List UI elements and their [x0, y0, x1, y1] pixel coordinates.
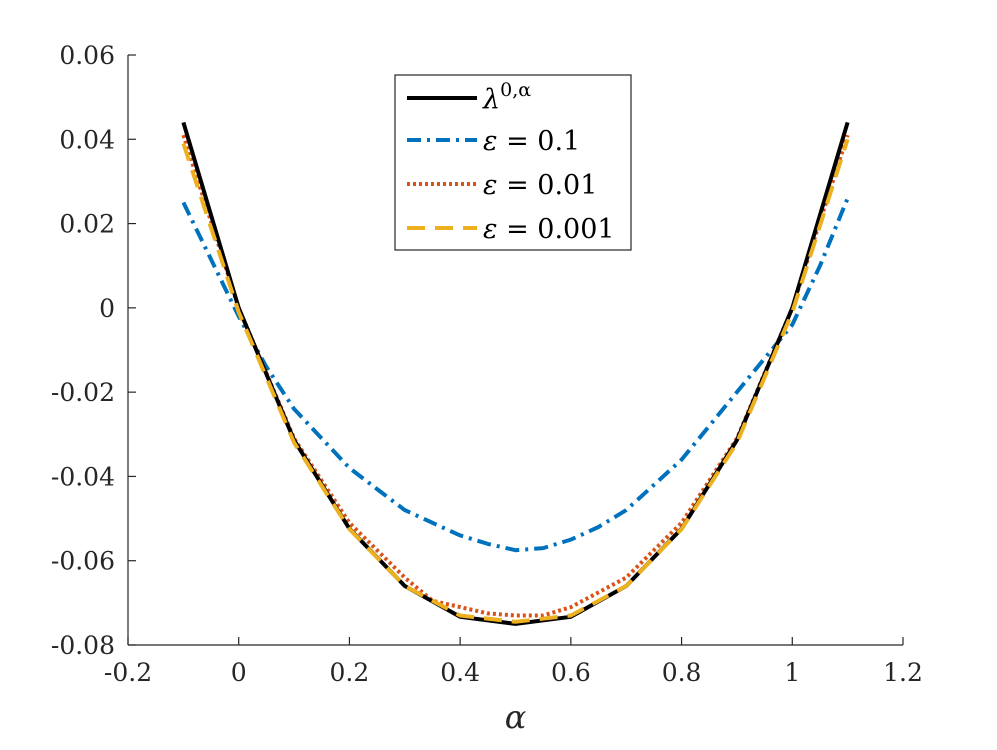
legend-symbol: ε: [483, 126, 498, 157]
legend-value: = 0.01: [498, 170, 598, 201]
legend-symbol: ε: [483, 170, 498, 201]
y-tick-label: 0: [99, 294, 115, 323]
legend-label-0: λ0,α: [482, 79, 531, 115]
y-tick-label: 0.02: [59, 210, 115, 239]
legend-value: = 0.001: [498, 214, 615, 245]
y-tick-label: -0.06: [51, 547, 115, 576]
legend-symbol: ε: [483, 214, 498, 245]
series-line-3: [181, 138, 850, 624]
y-tick-label: 0.06: [59, 41, 115, 70]
chart-series: [181, 121, 850, 626]
legend-value: = 0.1: [498, 126, 581, 157]
chart-axes: -0.2 0 0.2 0.4 0.6 0.8 1 1.2 -0.08 -0.06 -0.04 -0.0…: [51, 41, 923, 736]
x-tick-label: 0.2: [330, 658, 370, 687]
x-tick-label: 0.4: [440, 658, 480, 687]
legend-label-2: ε = 0.01: [483, 170, 597, 201]
x-tick-label: 0: [231, 658, 247, 687]
series-line-2: [181, 134, 850, 618]
y-tick-label: -0.02: [51, 378, 115, 407]
chart-legend: λ0,αε = 0.1ε = 0.01ε = 0.001: [394, 74, 632, 251]
x-tick-label: 0.8: [662, 658, 702, 687]
y-tick-label: 0.04: [59, 125, 115, 154]
y-tick-label: -0.08: [51, 631, 115, 660]
y-tick-label: -0.04: [51, 462, 115, 491]
legend-box: [394, 74, 632, 251]
x-axis-label: α: [505, 698, 527, 736]
x-tick-label: -0.2: [104, 658, 152, 687]
x-tick-label: 1: [784, 658, 800, 687]
series-line-1: [181, 197, 850, 553]
legend-label-1: ε = 0.1: [483, 126, 580, 157]
x-tick-label: 0.6: [551, 658, 591, 687]
legend-superscript: 0,α: [500, 79, 531, 101]
legend-label-3: ε = 0.001: [483, 214, 615, 245]
x-tick-label: 1.2: [883, 658, 923, 687]
legend-symbol: λ: [482, 84, 500, 115]
